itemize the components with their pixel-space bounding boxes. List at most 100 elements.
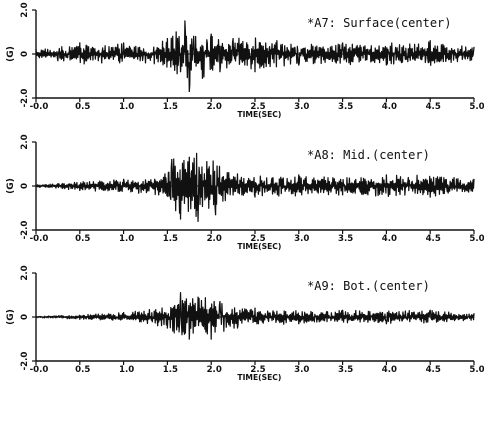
- data-point: [193, 35, 195, 38]
- data-point: [210, 33, 212, 35]
- data-point: [123, 178, 125, 180]
- data-point: [144, 62, 147, 64]
- data-point: [79, 318, 81, 320]
- data-point: [254, 196, 256, 198]
- data-point: [385, 64, 387, 66]
- x-tick-label: 3.5: [338, 234, 353, 244]
- data-point: [197, 220, 199, 222]
- y-tick-label: 0: [20, 314, 30, 320]
- data-point: [123, 312, 125, 314]
- y-tick-label: 0: [20, 51, 30, 57]
- data-point: [429, 196, 431, 198]
- data-point: [35, 184, 37, 186]
- data-point: [35, 49, 37, 51]
- x-tick-label: 5.0: [469, 102, 484, 112]
- x-tick-label: -0.0: [30, 234, 49, 244]
- data-point: [473, 178, 475, 180]
- data-point: [179, 292, 182, 294]
- data-point: [342, 309, 344, 311]
- x-tick-label: 0.5: [75, 234, 90, 244]
- x-tick-label: -0.0: [30, 102, 49, 112]
- data-point: [228, 172, 230, 174]
- data-point: [79, 189, 81, 191]
- x-tick-label: 3.5: [338, 365, 353, 375]
- data-point: [201, 77, 204, 79]
- x-tick-label: 4.0: [382, 365, 397, 375]
- waveform-trace: [35, 20, 475, 93]
- data-point: [188, 338, 190, 340]
- y-axis-label: (G): [6, 46, 16, 62]
- x-axis-label: TIME(SEC): [237, 373, 281, 382]
- y-tick-label: -2.0: [20, 89, 30, 108]
- y-tick-label: -2.0: [20, 352, 30, 371]
- panel-title: *A7: Surface(center): [307, 16, 452, 30]
- panel-bot-center: 2.0 0 -2.0 (G) -0.0 0.5 1.0 1.5 2.0 2.5 3.0 3.5 4.0 4…: [6, 265, 484, 382]
- x-tick-label: 3.5: [338, 102, 353, 112]
- x-tick-label: 1.5: [163, 234, 178, 244]
- data-point: [166, 38, 168, 40]
- x-tick-label: 1.0: [119, 102, 134, 112]
- y-tick-label: 2.0: [20, 2, 30, 17]
- data-point: [298, 64, 300, 66]
- y-tick-label: 2.0: [20, 265, 30, 280]
- data-point: [219, 301, 221, 303]
- x-tick-label: 3.0: [294, 234, 309, 244]
- x-tick-label: 3.0: [294, 365, 309, 375]
- data-point: [175, 31, 177, 33]
- x-tick-label: 2.0: [207, 365, 222, 375]
- x-tick-label: 4.0: [382, 102, 397, 112]
- y-tick-label: -2.0: [20, 221, 30, 240]
- data-point: [254, 307, 256, 309]
- x-tick-label: 2.5: [250, 102, 265, 112]
- data-point: [197, 296, 199, 298]
- y-tick-label: 2.0: [20, 134, 30, 149]
- data-point: [385, 323, 387, 325]
- y-axis-label: (G): [6, 309, 16, 325]
- data-point: [219, 71, 221, 73]
- x-tick-label: 3.0: [294, 102, 309, 112]
- x-tick-label: 5.0: [469, 234, 484, 244]
- x-tick-label: 4.5: [426, 365, 441, 375]
- data-point: [206, 161, 208, 163]
- data-point: [179, 218, 182, 220]
- x-tick-label: 2.5: [250, 365, 265, 375]
- x-tick-label: 2.0: [207, 102, 222, 112]
- x-tick-label: -0.0: [30, 365, 49, 375]
- x-tick-label: 4.0: [382, 234, 397, 244]
- data-point: [184, 20, 186, 22]
- data-point: [179, 71, 182, 73]
- y-tick-label: 0: [20, 183, 30, 189]
- data-point: [188, 156, 190, 158]
- x-tick-label: 4.5: [426, 102, 441, 112]
- data-point: [79, 42, 81, 44]
- x-tick-label: 4.5: [426, 234, 441, 244]
- panel-title: *A9: Bot.(center): [307, 279, 430, 293]
- data-point: [232, 38, 234, 40]
- data-point: [254, 71, 256, 73]
- x-tick-label: 0.5: [75, 102, 90, 112]
- data-point: [385, 174, 387, 176]
- data-point: [171, 159, 173, 161]
- panel-surface-center: 2.0 0 -2.0 (G) -0.0 0.5 1.0 1.5 2.0 2.5 3.0 3.5 4.0 4…: [6, 2, 484, 119]
- x-axis-label: TIME(SEC): [237, 242, 281, 251]
- panel-title: *A8: Mid.(center): [307, 148, 430, 162]
- data-point: [342, 194, 344, 196]
- data-point: [473, 313, 475, 315]
- waveform-trace: [35, 152, 475, 222]
- data-point: [166, 327, 168, 329]
- data-point: [429, 40, 431, 42]
- x-tick-label: 1.5: [163, 102, 178, 112]
- x-tick-label: 1.5: [163, 365, 178, 375]
- data-point: [298, 174, 300, 176]
- x-axis-label: TIME(SEC): [237, 110, 281, 119]
- data-point: [276, 40, 278, 42]
- data-point: [473, 46, 475, 49]
- panel-mid-center: 2.0 0 -2.0 (G) -0.0 0.5 1.0 1.5 2.0 2.5 3.0 3.5 4.0 4…: [6, 134, 484, 251]
- data-point: [35, 315, 37, 317]
- x-tick-label: 1.0: [119, 234, 134, 244]
- data-point: [342, 42, 344, 44]
- x-tick-label: 2.0: [207, 234, 222, 244]
- data-point: [123, 42, 125, 44]
- data-point: [236, 327, 239, 329]
